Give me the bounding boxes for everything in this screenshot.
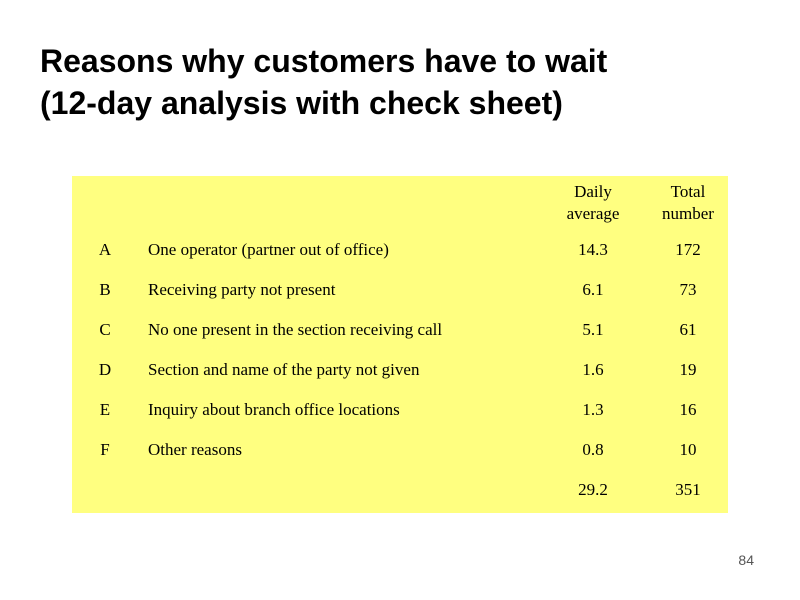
row-daily-average: 5.1 bbox=[582, 320, 604, 339]
row-reason: One operator (partner out of office) bbox=[148, 240, 389, 259]
table-totals-row: 29.2 351 bbox=[72, 470, 728, 510]
check-sheet-table: Daily average Total number A One operato… bbox=[72, 176, 728, 510]
header-reason bbox=[138, 176, 538, 230]
row-reason: Section and name of the party not given bbox=[148, 360, 420, 379]
row-total-number: 16 bbox=[679, 400, 697, 419]
page-number: 84 bbox=[738, 552, 754, 568]
table-row: B Receiving party not present 6.1 73 bbox=[72, 270, 728, 310]
row-letter: C bbox=[99, 320, 111, 339]
header-total-line-2: number bbox=[662, 204, 714, 223]
slide-title-line-2: (12-day analysis with check sheet) bbox=[40, 85, 563, 121]
header-daily-line-1: Daily bbox=[574, 182, 612, 201]
row-daily-average: 14.3 bbox=[578, 240, 608, 259]
header-total-number: Total number bbox=[648, 176, 728, 230]
row-daily-average: 1.6 bbox=[582, 360, 604, 379]
row-letter: B bbox=[99, 280, 111, 299]
totals-daily-average: 29.2 bbox=[578, 480, 608, 499]
row-total-number: 61 bbox=[679, 320, 697, 339]
totals-reason bbox=[138, 470, 538, 510]
row-daily-average: 6.1 bbox=[582, 280, 604, 299]
slide-title-line-1: Reasons why customers have to wait bbox=[40, 43, 608, 79]
row-reason: No one present in the section receiving … bbox=[148, 320, 443, 339]
header-total-line-1: Total bbox=[670, 182, 706, 201]
header-daily-line-2: average bbox=[566, 204, 620, 223]
totals-total-number: 351 bbox=[675, 480, 701, 499]
check-sheet-table-container: Daily average Total number A One operato… bbox=[72, 176, 728, 513]
row-letter: E bbox=[99, 400, 111, 419]
slide-title: Reasons why customers have to wait (12-d… bbox=[40, 40, 607, 124]
row-reason: Receiving party not present bbox=[148, 280, 336, 299]
row-letter: A bbox=[98, 240, 112, 259]
row-daily-average: 0.8 bbox=[582, 440, 604, 459]
totals-letter bbox=[72, 470, 138, 510]
row-letter: F bbox=[100, 440, 110, 459]
table-row: F Other reasons 0.8 10 bbox=[72, 430, 728, 470]
table-row: C No one present in the section receivin… bbox=[72, 310, 728, 350]
table-row: A One operator (partner out of office) 1… bbox=[72, 230, 728, 270]
header-daily-average: Daily average bbox=[538, 176, 648, 230]
row-total-number: 10 bbox=[679, 440, 697, 459]
row-total-number: 19 bbox=[679, 360, 697, 379]
header-letter bbox=[72, 176, 138, 230]
row-letter: D bbox=[98, 360, 112, 379]
row-reason: Other reasons bbox=[148, 440, 242, 459]
table-row: E Inquiry about branch office locations … bbox=[72, 390, 728, 430]
row-daily-average: 1.3 bbox=[582, 400, 604, 419]
table-row: D Section and name of the party not give… bbox=[72, 350, 728, 390]
row-reason: Inquiry about branch office locations bbox=[148, 400, 400, 419]
table-header-row: Daily average Total number bbox=[72, 176, 728, 230]
row-total-number: 73 bbox=[679, 280, 697, 299]
row-total-number: 172 bbox=[675, 240, 701, 259]
